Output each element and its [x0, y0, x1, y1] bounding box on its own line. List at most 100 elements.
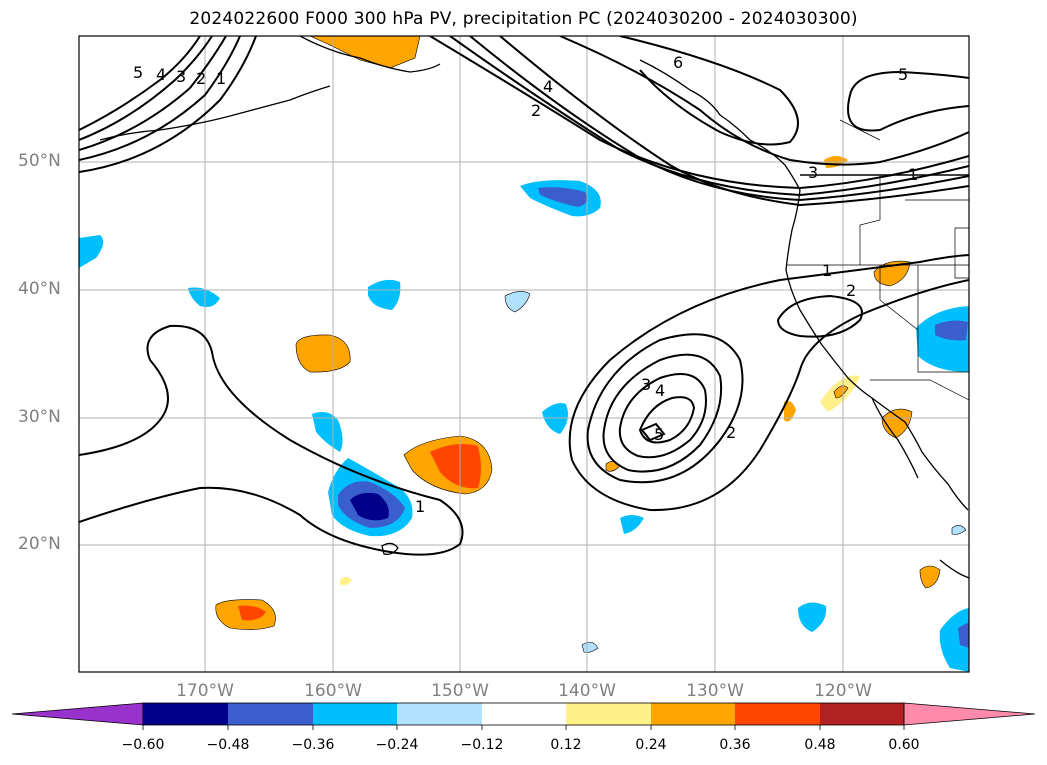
pv-contour-line — [638, 396, 696, 444]
gridlines — [79, 36, 969, 672]
mexico-coast — [939, 559, 969, 579]
pv-contour-line — [79, 36, 241, 161]
pv-contour-line — [586, 333, 744, 484]
precip-patches — [79, 36, 969, 672]
precip-patch-negative — [350, 492, 389, 521]
contour-label: 5 — [133, 63, 143, 82]
coastlines — [99, 36, 969, 579]
precip-patch-positive — [238, 605, 266, 621]
pv-contours — [79, 36, 969, 556]
contour-label: 2 — [846, 281, 856, 300]
contour-label: 2 — [531, 101, 541, 120]
pv-contour-line — [79, 36, 227, 151]
lon-label: 130°W — [686, 681, 744, 701]
pv-contour-line — [571, 279, 969, 512]
lon-label: 140°W — [558, 681, 616, 701]
precip-patch-negative — [538, 187, 588, 207]
pv-contour-line — [469, 36, 969, 202]
alaska-coast — [299, 36, 441, 73]
precip-patch-positive — [784, 401, 796, 422]
colorbar-tick-label: 0.24 — [635, 737, 667, 753]
borders — [786, 119, 969, 401]
aleutian-islands — [99, 85, 331, 141]
lon-label: 160°W — [304, 681, 362, 701]
colorbar-segment — [820, 703, 904, 725]
contour-label: 5 — [898, 65, 908, 84]
pv-contour-line — [79, 36, 257, 173]
colorbar-segment — [482, 703, 566, 725]
contour-label: 4 — [655, 381, 665, 400]
colorbar-segment — [228, 703, 313, 725]
precip-patch-positive — [430, 444, 481, 489]
pv-contour-line — [568, 254, 969, 461]
precip-patch-negative — [939, 608, 969, 672]
lon-label: 150°W — [431, 681, 489, 701]
contour-label: 1 — [216, 69, 226, 88]
colorbar-tick-label: −0.60 — [121, 737, 165, 753]
colorbar-tick-label: −0.12 — [460, 737, 504, 753]
contour-label: 3 — [176, 67, 186, 86]
contour-label: 3 — [808, 163, 818, 182]
colorbar-tick-label: −0.24 — [375, 737, 419, 753]
precip-patch-positive — [295, 334, 351, 373]
precip-patch-negative — [798, 602, 827, 632]
pv-contour-line — [602, 353, 723, 473]
pv-contour-line — [618, 373, 707, 459]
pv-contour-line — [79, 36, 213, 141]
colorbar-tick-label: 0.36 — [719, 737, 751, 753]
precip-patch-negative — [504, 291, 531, 313]
precip-patch-negative — [312, 412, 343, 452]
contour-label: 5 — [654, 425, 664, 444]
contour-label: 4 — [156, 65, 166, 84]
colorbar-segment — [143, 703, 228, 725]
colorbar-extend-high — [903, 702, 1036, 726]
pv-contour-line — [640, 422, 666, 442]
precip-patch-negative — [79, 235, 104, 268]
lon-label: 120°W — [814, 681, 872, 701]
contour-label: 1 — [908, 165, 918, 184]
colorbar-segment — [651, 703, 735, 725]
precip-patch-negative — [935, 320, 968, 341]
precip-patch-negative — [188, 287, 220, 307]
contour-label: 2 — [196, 69, 206, 88]
contour-label: 6 — [673, 53, 683, 72]
colorbar-segment — [735, 703, 820, 725]
precip-patch-negative — [951, 525, 967, 535]
pv-contour-line — [429, 36, 969, 190]
contour-label: 1 — [415, 497, 425, 516]
colorbar-segment — [566, 703, 651, 725]
pv-contour-line — [79, 324, 464, 556]
precip-patch-positive — [340, 577, 352, 586]
precip-patch-negative — [581, 641, 599, 653]
lat-label: 20°N — [18, 534, 61, 554]
precip-patch-negative — [368, 279, 401, 310]
contour-label: 4 — [543, 77, 553, 96]
map-plot-area: 5 4 3 2 1 6 4 2 5 3 1 1 2 3 4 5 2 1 — [79, 36, 969, 672]
colorbar-tick-label: −0.36 — [291, 737, 335, 753]
pv-contour-line — [776, 294, 863, 338]
colorbar-tick-label: 0.48 — [804, 737, 836, 753]
colorbar-extend-low — [11, 702, 144, 726]
contour-label: 3 — [641, 375, 651, 394]
colorbar-segment — [313, 703, 397, 725]
colorbar — [11, 702, 1036, 730]
contour-label: 1 — [822, 261, 832, 280]
lon-label: 170°W — [176, 681, 234, 701]
contour-labels: 5 4 3 2 1 6 4 2 5 3 1 1 2 3 4 5 2 1 — [133, 53, 918, 516]
baja-peninsula — [871, 397, 919, 479]
colorbar-tick-label: 0.60 — [888, 737, 920, 753]
pv-contour-line — [499, 36, 969, 207]
precip-patch-negative — [958, 622, 969, 648]
pv-contour-line — [847, 70, 969, 132]
colorbar-tick-label: −0.48 — [206, 737, 250, 753]
map-frame — [78, 35, 970, 673]
colorbar-segment — [397, 703, 482, 725]
hawaii-island — [381, 542, 399, 556]
map-title: 2024022600 F000 300 hPa PV, precipitatio… — [189, 9, 858, 29]
precip-patch-negative — [620, 515, 644, 534]
lat-label: 40°N — [18, 279, 61, 299]
contour-label: 2 — [726, 423, 736, 442]
bc-coast — [639, 59, 801, 191]
pv-contour-line — [79, 36, 201, 131]
